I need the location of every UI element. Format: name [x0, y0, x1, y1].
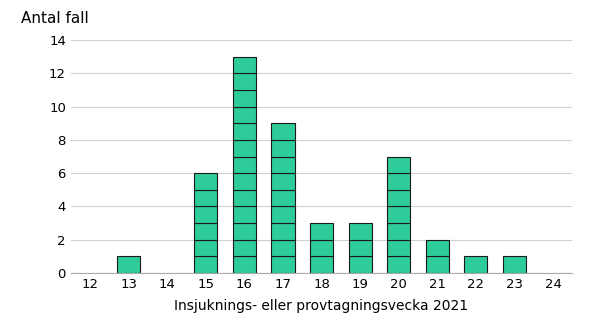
Bar: [271, 157, 294, 173]
Bar: [233, 140, 256, 157]
Bar: [387, 256, 410, 273]
Bar: [271, 256, 294, 273]
Bar: [387, 173, 410, 190]
Bar: [349, 223, 372, 240]
Bar: [233, 157, 256, 173]
Bar: [271, 206, 294, 223]
Bar: [387, 157, 410, 173]
Bar: [194, 190, 217, 206]
Bar: [387, 206, 410, 223]
Bar: [194, 256, 217, 273]
Bar: [271, 223, 294, 240]
Bar: [233, 90, 256, 107]
Bar: [117, 256, 140, 273]
Bar: [310, 223, 333, 240]
Bar: [387, 190, 410, 206]
Bar: [233, 240, 256, 256]
Bar: [349, 240, 372, 256]
X-axis label: Insjuknings- eller provtagningsvecka 2021: Insjuknings- eller provtagningsvecka 202…: [175, 299, 468, 313]
Bar: [387, 223, 410, 240]
Bar: [464, 256, 487, 273]
Bar: [233, 190, 256, 206]
Bar: [233, 206, 256, 223]
Bar: [233, 73, 256, 90]
Bar: [271, 140, 294, 157]
Text: Antal fall: Antal fall: [21, 11, 88, 26]
Bar: [349, 256, 372, 273]
Bar: [233, 57, 256, 73]
Bar: [271, 240, 294, 256]
Bar: [387, 240, 410, 256]
Bar: [194, 223, 217, 240]
Bar: [271, 173, 294, 190]
Bar: [233, 173, 256, 190]
Bar: [310, 240, 333, 256]
Bar: [426, 240, 449, 256]
Bar: [233, 107, 256, 123]
Bar: [233, 223, 256, 240]
Bar: [233, 123, 256, 140]
Bar: [194, 240, 217, 256]
Bar: [271, 190, 294, 206]
Bar: [194, 206, 217, 223]
Bar: [426, 256, 449, 273]
Bar: [271, 123, 294, 140]
Bar: [194, 173, 217, 190]
Bar: [233, 256, 256, 273]
Bar: [503, 256, 526, 273]
Bar: [310, 256, 333, 273]
